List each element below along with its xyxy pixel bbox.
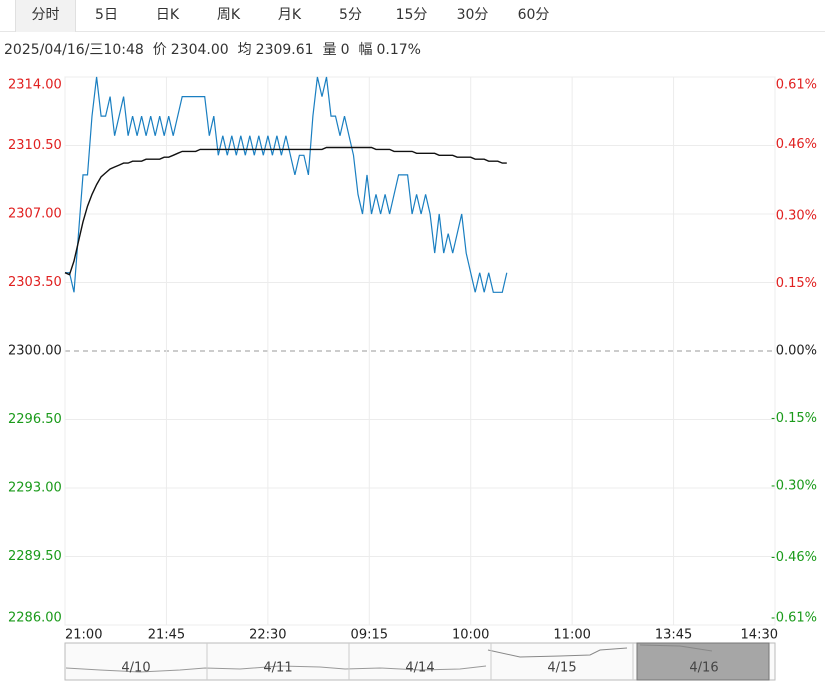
x-tick-label: 21:45 [148, 628, 185, 643]
info-value: 0.17% [376, 42, 421, 58]
tab[interactable]: 日K [155, 7, 180, 23]
y2-tick-label: -0.46% [771, 550, 817, 565]
y2-tick-label: 0.00% [776, 344, 817, 359]
tab[interactable]: 15分 [395, 7, 428, 23]
tab[interactable]: 周K [216, 7, 241, 23]
y2-tick-label: 0.15% [776, 276, 817, 291]
info-item: 幅 0.17% [359, 42, 421, 58]
tab-bar: 分时 5日 日K 周K 月K 5分 15分 30分 60分 [0, 0, 825, 32]
info-value: 2309.61 [255, 42, 314, 58]
info-label: 价 [152, 42, 167, 58]
series-line [65, 76, 508, 293]
tab[interactable]: 5日 [95, 7, 118, 23]
info-label: 幅 [358, 42, 373, 58]
info-bar: 2025/04/16/三10:48 价 2304.00 均 2309.61 量 0 幅 0.17… [4, 39, 430, 59]
y-tick-label: 2293.00 [8, 481, 62, 496]
y-tick-label: 2314.00 [8, 78, 62, 93]
y2-tick-label: -0.15% [771, 411, 817, 426]
series-line [64, 146, 507, 276]
navigator-sparkline [65, 665, 487, 673]
x-tick-label: 13:45 [655, 628, 692, 643]
y2-tick-label: 0.61% [776, 78, 817, 93]
navigator-date: 4/10 [121, 661, 150, 676]
x-tick-label: 21:00 [65, 628, 102, 643]
y2-tick-label: 0.30% [776, 209, 817, 224]
y2-tick-label: -0.30% [771, 478, 817, 493]
info-label: 量 [322, 42, 337, 58]
y-tick-label: 2286.00 [8, 611, 62, 626]
navigator-date: 4/15 [547, 661, 576, 676]
y-tick-label: 2289.50 [8, 549, 62, 564]
info-value: 0 [340, 42, 350, 58]
navigator-date: 4/11 [263, 661, 292, 676]
y-tick-label: 2300.00 [8, 344, 62, 359]
x-tick-label: 14:30 [741, 628, 778, 643]
tab[interactable]: 5分 [339, 7, 362, 23]
x-tick-label: 09:15 [351, 628, 388, 643]
x-tick-label: 11:00 [553, 628, 590, 643]
tab[interactable]: 月K [277, 7, 302, 23]
navigator-date: 4/14 [405, 661, 434, 676]
y-tick-label: 2307.00 [8, 207, 62, 222]
y-tick-label: 2303.50 [8, 275, 62, 290]
tab[interactable]: 分时 [15, 0, 76, 32]
navigator-sparkline [487, 644, 713, 658]
info-item: 价 2304.00 [153, 42, 229, 58]
info-time: 2025/04/16/三10:48 [4, 42, 144, 58]
navigator-decor [64, 642, 776, 681]
info-value: 2304.00 [170, 42, 229, 58]
navigator-date: 4/16 [689, 661, 718, 676]
x-tick-label: 22:30 [249, 628, 286, 643]
y2-tick-label: -0.61% [771, 611, 817, 626]
tab[interactable]: 30分 [456, 7, 489, 23]
y-tick-label: 2296.50 [8, 412, 62, 427]
y2-tick-label: 0.46% [776, 137, 817, 152]
x-tick-label: 10:00 [452, 628, 489, 643]
info-label: 均 [237, 42, 252, 58]
info-item: 均 2309.61 [238, 42, 314, 58]
tab[interactable]: 60分 [517, 7, 550, 23]
y-tick-label: 2310.50 [8, 138, 62, 153]
